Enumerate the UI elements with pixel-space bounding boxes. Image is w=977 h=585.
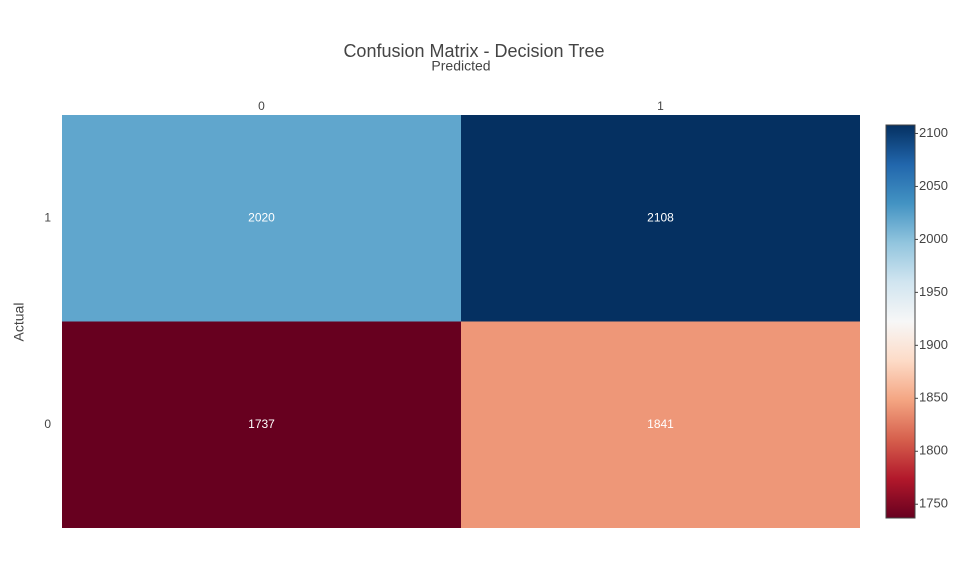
colorbar-tick-label: 2100: [919, 125, 948, 140]
heatmap-cell: [62, 115, 461, 322]
colorbar-tick-label: 1750: [919, 496, 948, 511]
cell-label: 1737: [248, 417, 275, 431]
colorbar-tick-label: 1850: [919, 390, 948, 405]
x-tick-label: 0: [258, 99, 265, 113]
colorbar-tick-label: 1800: [919, 443, 948, 458]
x-tick-label: 1: [657, 99, 664, 113]
chart-title: Confusion Matrix - Decision Tree: [343, 41, 604, 61]
colorbar-tick-label: 1900: [919, 337, 948, 352]
colorbar-tick-label: 2050: [919, 178, 948, 193]
cell-label: 2108: [647, 210, 674, 224]
heatmap-cell: [62, 321, 461, 528]
colorbar-tick-label: 2000: [919, 231, 948, 246]
heatmap-cell: [461, 321, 860, 528]
cell-label: 1841: [647, 417, 674, 431]
y-tick-label: 0: [44, 417, 51, 431]
x-axis-title: Predicted: [431, 58, 490, 74]
y-tick-label: 1: [44, 210, 51, 224]
y-axis-title: Actual: [11, 303, 27, 342]
heatmap-cell: [461, 115, 860, 322]
cell-label: 2020: [248, 210, 275, 224]
annotation: False Positive Rate: [263, 0, 350, 2]
colorbar-tick-label: 1950: [919, 284, 948, 299]
colorbar: [885, 124, 916, 519]
